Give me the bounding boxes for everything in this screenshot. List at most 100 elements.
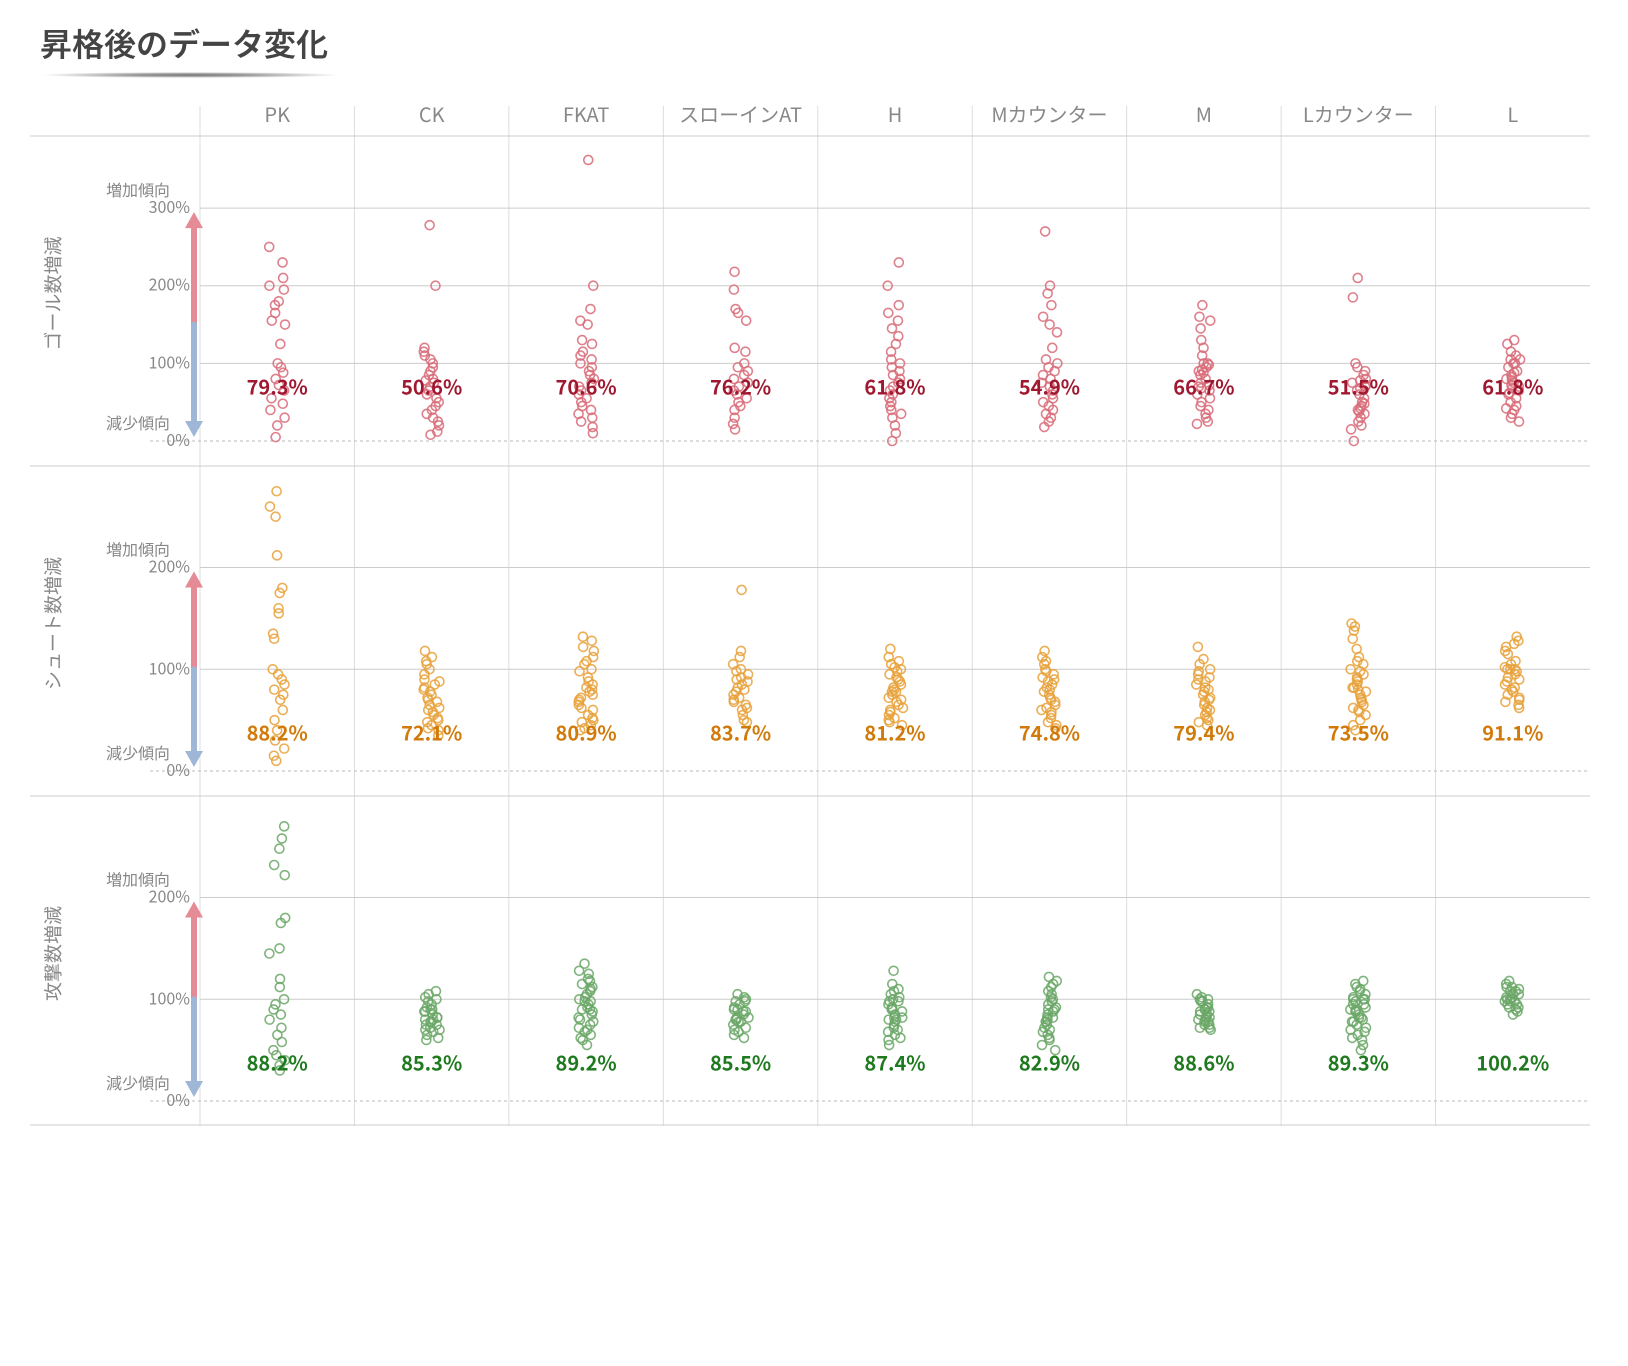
data-point — [280, 822, 289, 831]
data-point — [884, 308, 893, 317]
avg-label: 73.5% — [1328, 717, 1389, 746]
ytick-label: 100% — [149, 655, 191, 679]
data-point — [272, 487, 281, 496]
data-point — [1041, 227, 1050, 236]
row-label: シュート数増減 — [39, 557, 66, 690]
data-point — [588, 429, 597, 438]
data-point — [281, 320, 290, 329]
data-point — [578, 336, 587, 345]
avg-label: 88.2% — [247, 717, 308, 746]
data-point — [278, 705, 287, 714]
data-point — [584, 155, 593, 164]
data-point — [277, 834, 286, 843]
data-point — [1348, 293, 1357, 302]
data-point — [731, 425, 740, 434]
data-point — [1193, 642, 1202, 651]
data-point — [266, 405, 275, 414]
data-point — [894, 258, 903, 267]
avg-label: 87.4% — [864, 1047, 925, 1076]
data-point — [271, 512, 280, 521]
avg-label: 70.6% — [556, 371, 617, 400]
column-header: Mカウンター — [991, 99, 1107, 128]
data-point — [587, 636, 596, 645]
column-header: PK — [264, 99, 290, 128]
avg-label: 79.4% — [1173, 717, 1234, 746]
column-header: M — [1196, 99, 1212, 128]
data-point — [578, 632, 587, 641]
avg-label: 61.8% — [864, 371, 925, 400]
data-point — [425, 221, 434, 230]
data-point — [277, 1038, 286, 1047]
trend-up-label: 増加傾向 — [106, 867, 170, 891]
data-point — [1195, 312, 1204, 321]
trend-up-label: 増加傾向 — [106, 177, 170, 201]
avg-label: 88.2% — [247, 1047, 308, 1076]
data-point — [1515, 417, 1524, 426]
data-point — [280, 413, 289, 422]
trend-up-label: 増加傾向 — [106, 537, 170, 561]
title-underline — [40, 72, 340, 78]
column-header: CK — [419, 99, 445, 128]
avg-label: 89.2% — [556, 1047, 617, 1076]
data-point — [265, 949, 274, 958]
data-point — [893, 316, 902, 325]
column-header: FKAT — [563, 99, 610, 128]
data-point — [270, 861, 279, 870]
data-point — [275, 944, 284, 953]
avg-label: 80.9% — [556, 717, 617, 746]
avg-label: 50.6% — [401, 371, 462, 400]
avg-label: 82.9% — [1019, 1047, 1080, 1076]
data-point — [1198, 301, 1207, 310]
column-header: L — [1507, 99, 1518, 128]
avg-label: 51.5% — [1328, 371, 1389, 400]
page-title: 昇格後のデータ変化 — [40, 20, 328, 66]
avg-label: 88.6% — [1173, 1047, 1234, 1076]
data-point — [575, 667, 584, 676]
data-point — [275, 844, 284, 853]
data-point — [1045, 320, 1054, 329]
data-point — [1039, 312, 1048, 321]
ytick-label: 200% — [149, 272, 191, 296]
column-header: Lカウンター — [1303, 99, 1414, 128]
data-point — [737, 646, 746, 655]
ytick-label: 100% — [149, 985, 191, 1009]
row-label: ゴール数増減 — [39, 236, 66, 350]
data-point — [897, 409, 906, 418]
data-point — [280, 871, 289, 880]
avg-label: 74.8% — [1019, 717, 1080, 746]
avg-label: 76.2% — [710, 371, 771, 400]
data-point — [729, 419, 738, 428]
data-point — [276, 1010, 285, 1019]
data-point — [589, 653, 598, 662]
data-point — [276, 339, 285, 348]
data-point — [583, 320, 592, 329]
data-point — [278, 258, 287, 267]
data-point — [740, 1033, 749, 1042]
data-point — [888, 324, 897, 333]
trend-down-label: 減少傾向 — [106, 410, 170, 434]
chart-container: PKCKFKATスローインATHMカウンターMLカウンターL0%100%200%… — [30, 96, 1598, 1126]
data-point — [586, 305, 595, 314]
avg-label: 85.5% — [710, 1047, 771, 1076]
data-point — [267, 316, 276, 325]
data-point — [1353, 273, 1362, 282]
data-point — [575, 966, 584, 975]
data-point — [1192, 419, 1201, 428]
column-header: H — [888, 99, 903, 128]
avg-label: 81.2% — [864, 717, 925, 746]
data-point — [588, 339, 597, 348]
data-point — [730, 343, 739, 352]
trend-down-label: 減少傾向 — [106, 1070, 170, 1094]
data-point — [270, 685, 279, 694]
data-point — [1053, 328, 1062, 337]
data-point — [279, 285, 288, 294]
data-point — [1196, 324, 1205, 333]
data-point — [889, 966, 898, 975]
column-header: スローインAT — [679, 99, 802, 128]
avg-label: 61.8% — [1482, 371, 1543, 400]
avg-label: 100.2% — [1476, 1047, 1549, 1076]
data-point — [265, 1015, 274, 1024]
data-point — [579, 642, 588, 651]
row-label: 攻撃数増減 — [39, 906, 66, 1001]
data-point — [741, 347, 750, 356]
